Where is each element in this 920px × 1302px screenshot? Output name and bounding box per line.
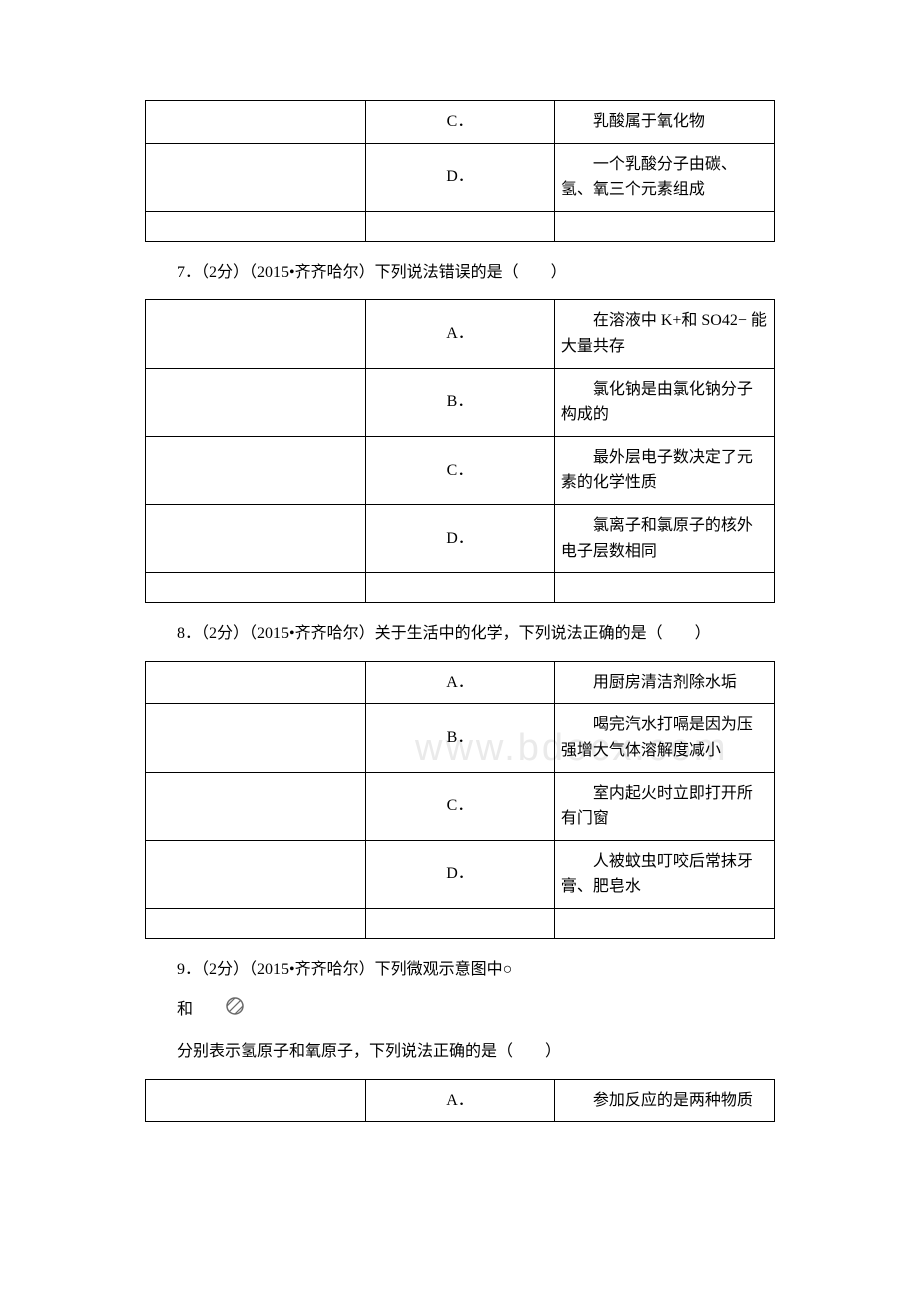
table-cell <box>146 101 366 144</box>
table-cell <box>366 573 555 603</box>
option-letter: C． <box>366 436 555 504</box>
table-cell <box>146 573 366 603</box>
q9-line1: 9．（2分）（2015•齐齐哈尔）下列微观示意图中○ <box>145 957 775 983</box>
option-text: 最外层电子数决定了元素的化学性质 <box>554 436 774 504</box>
table-cell <box>146 661 366 704</box>
table-cell <box>146 772 366 840</box>
option-letter: A． <box>366 300 555 368</box>
option-letter: C． <box>366 772 555 840</box>
table-cell <box>146 1079 366 1122</box>
option-text: 室内起火时立即打开所有门窗 <box>554 772 774 840</box>
q7-prompt: 7．（2分）（2015•齐齐哈尔）下列说法错误的是（ ） <box>145 260 775 286</box>
option-text: 在溶液中 K+和 SO42− 能大量共存 <box>554 300 774 368</box>
option-letter: B． <box>366 368 555 436</box>
option-text: 用厨房清洁剂除水垢 <box>554 661 774 704</box>
option-text: 乳酸属于氧化物 <box>554 101 774 144</box>
table-cell <box>146 908 366 938</box>
option-letter: D． <box>366 840 555 908</box>
table-cell <box>366 908 555 938</box>
option-letter: D． <box>366 143 555 211</box>
q9-table: A． 参加反应的是两种物质 <box>145 1079 775 1123</box>
option-letter: A． <box>366 661 555 704</box>
table-cell <box>554 211 774 241</box>
q9-line2: 和 <box>145 996 775 1025</box>
option-letter: B． <box>366 704 555 772</box>
table-cell <box>366 211 555 241</box>
hatched-circle-icon <box>193 996 245 1025</box>
table-cell <box>554 908 774 938</box>
option-text: 氯化钠是由氯化钠分子构成的 <box>554 368 774 436</box>
option-text: 人被蚊虫叮咬后常抹牙膏、肥皂水 <box>554 840 774 908</box>
option-text: 一个乳酸分子由碳、氢、氧三个元素组成 <box>554 143 774 211</box>
q7-table: A． 在溶液中 K+和 SO42− 能大量共存 B． 氯化钠是由氯化钠分子构成的… <box>145 299 775 603</box>
table-cell <box>146 300 366 368</box>
option-letter: A． <box>366 1079 555 1122</box>
q8-table: A． 用厨房清洁剂除水垢 B． 喝完汽水打嗝是因为压强增大气体溶解度减小 C． … <box>145 661 775 939</box>
q6-table: C． 乳酸属于氧化物 D． 一个乳酸分子由碳、氢、氧三个元素组成 <box>145 100 775 242</box>
table-cell <box>146 143 366 211</box>
option-text: 喝完汽水打嗝是因为压强增大气体溶解度减小 <box>554 704 774 772</box>
table-cell <box>146 504 366 572</box>
option-letter: C． <box>366 101 555 144</box>
option-text: 参加反应的是两种物质 <box>554 1079 774 1122</box>
q8-prompt: 8．（2分）（2015•齐齐哈尔）关于生活中的化学，下列说法正确的是（ ） <box>145 621 775 647</box>
option-letter: D． <box>366 504 555 572</box>
table-cell <box>554 573 774 603</box>
table-cell <box>146 704 366 772</box>
q9-line2-prefix: 和 <box>177 1001 193 1018</box>
table-cell <box>146 436 366 504</box>
table-cell <box>146 211 366 241</box>
option-text: 氯离子和氯原子的核外电子层数相同 <box>554 504 774 572</box>
q9-line3: 分别表示氢原子和氧原子，下列说法正确的是（ ） <box>145 1039 775 1065</box>
table-cell <box>146 840 366 908</box>
table-cell <box>146 368 366 436</box>
